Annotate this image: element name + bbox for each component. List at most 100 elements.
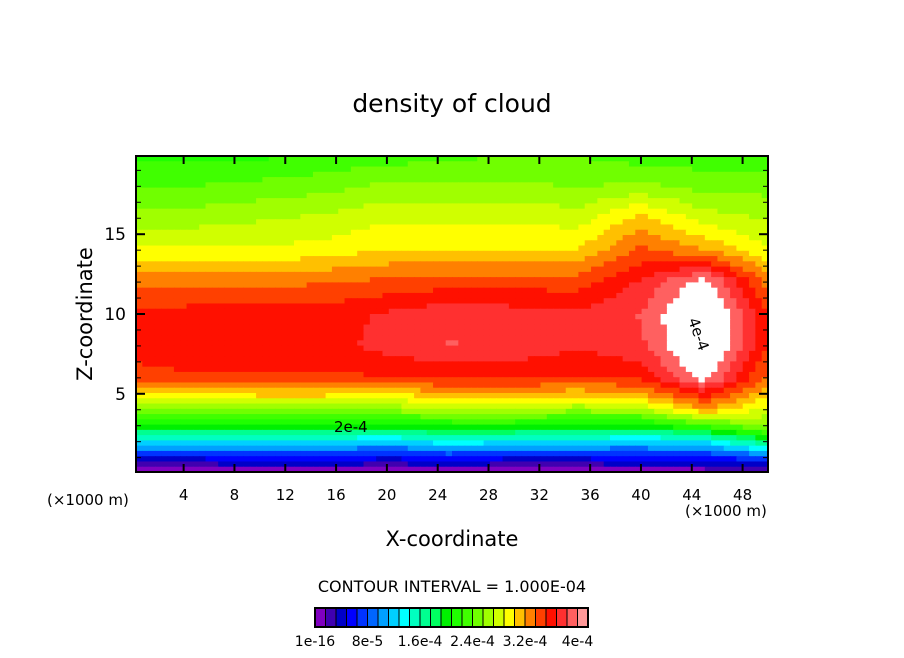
- contour-cell: [572, 377, 579, 384]
- contour-cell: [350, 240, 358, 247]
- contour-cell: [148, 371, 156, 378]
- contour-cell: [287, 161, 295, 168]
- contour-cell: [136, 319, 143, 326]
- contour-cell: [534, 219, 542, 226]
- contour-cell: [496, 277, 504, 283]
- contour-cell: [666, 393, 674, 399]
- contour-cell: [331, 287, 339, 294]
- contour-cell: [660, 308, 668, 315]
- contour-cell: [262, 192, 270, 199]
- contour-cell: [496, 345, 504, 352]
- contour-cell: [433, 198, 440, 204]
- contour-cell: [546, 361, 554, 368]
- contour-cell: [591, 361, 598, 368]
- contour-cell: [584, 271, 592, 278]
- contour-cell: [730, 308, 737, 315]
- contour-cell: [470, 303, 478, 310]
- contour-cell: [730, 329, 737, 336]
- contour-cell: [218, 156, 226, 162]
- contour-cell: [312, 324, 320, 331]
- contour-cell: [136, 408, 143, 415]
- contour-cell: [521, 361, 529, 368]
- contour-cell: [268, 366, 276, 373]
- contour-cell: [641, 329, 649, 336]
- contour-cell: [369, 156, 377, 162]
- contour-cell: [502, 235, 510, 241]
- contour-cell: [508, 261, 516, 268]
- contour-cell: [666, 382, 674, 389]
- contour-cell: [262, 345, 270, 352]
- contour-cell: [565, 277, 573, 283]
- contour-cell: [692, 166, 700, 173]
- contour-cell: [755, 282, 763, 289]
- contour-cell: [445, 282, 453, 289]
- contour-cell: [268, 414, 276, 420]
- contour-cell: [388, 235, 396, 241]
- contour-cell: [376, 387, 384, 394]
- contour-cell: [319, 414, 327, 420]
- contour-cell: [704, 224, 712, 231]
- contour-cell: [319, 235, 327, 241]
- contour-cell: [312, 166, 320, 173]
- contour-cell: [502, 277, 510, 283]
- contour-cell: [350, 198, 358, 204]
- contour-cell: [565, 161, 573, 168]
- contour-cell: [553, 403, 561, 410]
- contour-cell: [218, 292, 226, 299]
- contour-cell: [376, 292, 384, 299]
- contour-cell: [483, 298, 491, 305]
- contour-cell: [470, 329, 478, 336]
- contour-cell: [294, 350, 301, 357]
- contour-cell: [553, 156, 561, 162]
- contour-cell: [205, 219, 213, 226]
- contour-cell: [496, 408, 504, 415]
- contour-cell: [730, 298, 737, 305]
- contour-cell: [414, 393, 421, 399]
- contour-cell: [294, 387, 301, 394]
- contour-cell: [319, 198, 327, 204]
- contour-cell: [755, 350, 763, 357]
- contour-cell: [749, 208, 756, 215]
- contour-cell: [344, 213, 352, 220]
- contour-cell: [395, 277, 403, 283]
- contour-cell: [249, 240, 257, 247]
- contour-cell: [199, 235, 207, 241]
- contour-cell: [458, 256, 466, 262]
- contour-cell: [628, 377, 636, 384]
- contour-cell: [382, 340, 390, 347]
- contour-cell: [439, 250, 447, 257]
- contour-cell: [395, 271, 403, 278]
- contour-cell: [610, 208, 617, 215]
- contour-cell: [717, 261, 725, 268]
- contour-cell: [553, 266, 561, 273]
- contour-cell: [142, 277, 150, 283]
- contour-cell: [388, 203, 396, 210]
- contour-cell: [148, 166, 156, 173]
- contour-cell: [369, 408, 377, 415]
- contour-cell: [439, 361, 447, 368]
- contour-cell: [622, 250, 630, 257]
- contour-cell: [452, 240, 459, 247]
- contour-cell: [281, 171, 289, 178]
- contour-cell: [610, 261, 617, 268]
- contour-cell: [483, 229, 491, 236]
- contour-cell: [161, 398, 169, 405]
- contour-cell: [508, 335, 516, 341]
- contour-cell: [369, 329, 377, 336]
- contour-cell: [376, 414, 384, 420]
- contour-cell: [369, 403, 377, 410]
- contour-cell: [306, 398, 314, 405]
- contour-cell: [445, 335, 453, 341]
- contour-cell: [407, 324, 415, 331]
- contour-cell: [723, 245, 731, 252]
- contour-cell: [325, 156, 333, 162]
- contour-cell: [142, 324, 150, 331]
- contour-cell: [749, 182, 756, 189]
- contour-cell: [540, 403, 548, 410]
- contour-cell: [489, 156, 497, 162]
- contour-cell: [306, 356, 314, 362]
- contour-cell: [192, 366, 200, 373]
- contour-cell: [641, 308, 649, 315]
- contour-cell: [698, 308, 706, 315]
- contour-cell: [723, 324, 731, 331]
